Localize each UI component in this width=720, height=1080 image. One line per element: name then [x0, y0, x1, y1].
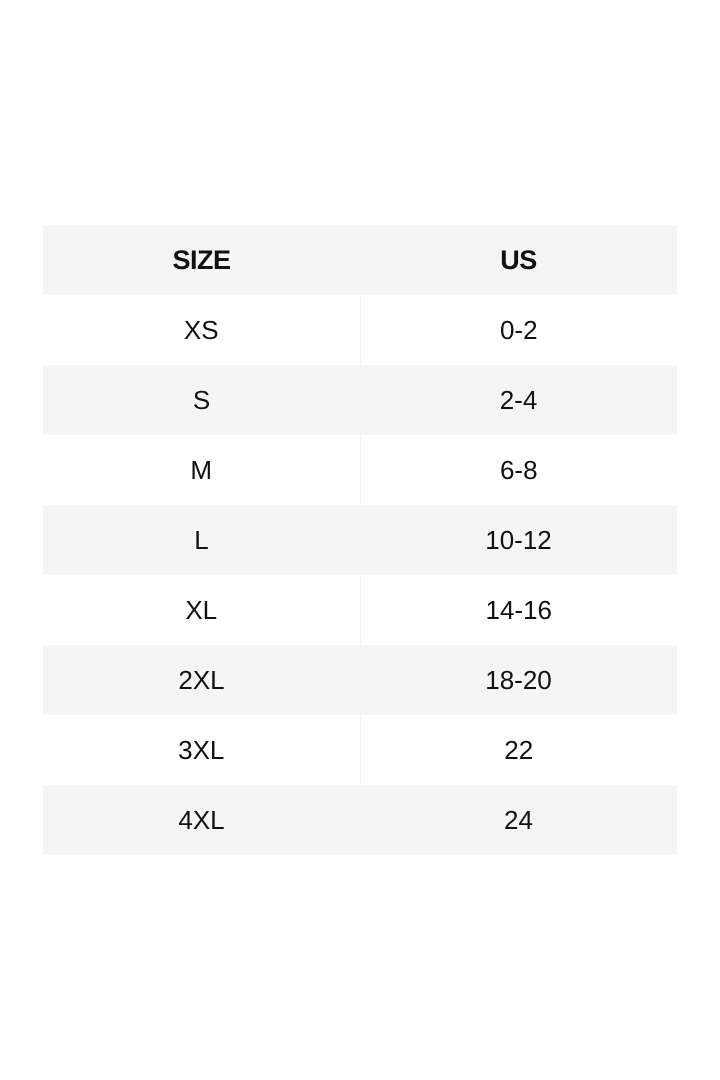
cell-us: 6-8 [499, 454, 538, 485]
table-row: L 10-12 [43, 505, 677, 575]
cell-us: 14-16 [485, 594, 553, 625]
cell-size: 4XL [178, 804, 225, 835]
cell-size: S [192, 384, 211, 415]
cell-size: 3XL [43, 715, 361, 785]
table-row: 3XL 22 [43, 715, 677, 785]
table-row: M 6-8 [43, 435, 677, 505]
cell-us: 10-12 [485, 524, 552, 555]
cell-us: 18-20 [485, 664, 552, 695]
cell-size: XS [43, 295, 361, 365]
cell-us: 2-4 [499, 384, 538, 415]
table-row: S 2-4 [43, 365, 677, 435]
table-row: XL 14-16 [43, 575, 677, 645]
table-row: XS 0-2 [43, 295, 677, 365]
table-header-row: SIZE US [43, 225, 677, 295]
cell-size: 2XL [178, 664, 225, 695]
cell-size: L [194, 524, 209, 555]
header-size: SIZE [172, 244, 231, 275]
cell-us: 22 [504, 734, 534, 765]
cell-us: 24 [504, 804, 533, 835]
table-row: 2XL 18-20 [43, 645, 677, 715]
cell-size: M [43, 435, 361, 505]
header-us: US [500, 244, 537, 275]
cell-us: 0-2 [499, 314, 538, 345]
size-chart-table: SIZE US XS 0-2 S 2-4 M 6-8 L 10-12 XL 14-16 2XL 18-… [43, 225, 677, 855]
cell-size: XL [43, 575, 361, 645]
table-row: 4XL 24 [43, 785, 677, 855]
